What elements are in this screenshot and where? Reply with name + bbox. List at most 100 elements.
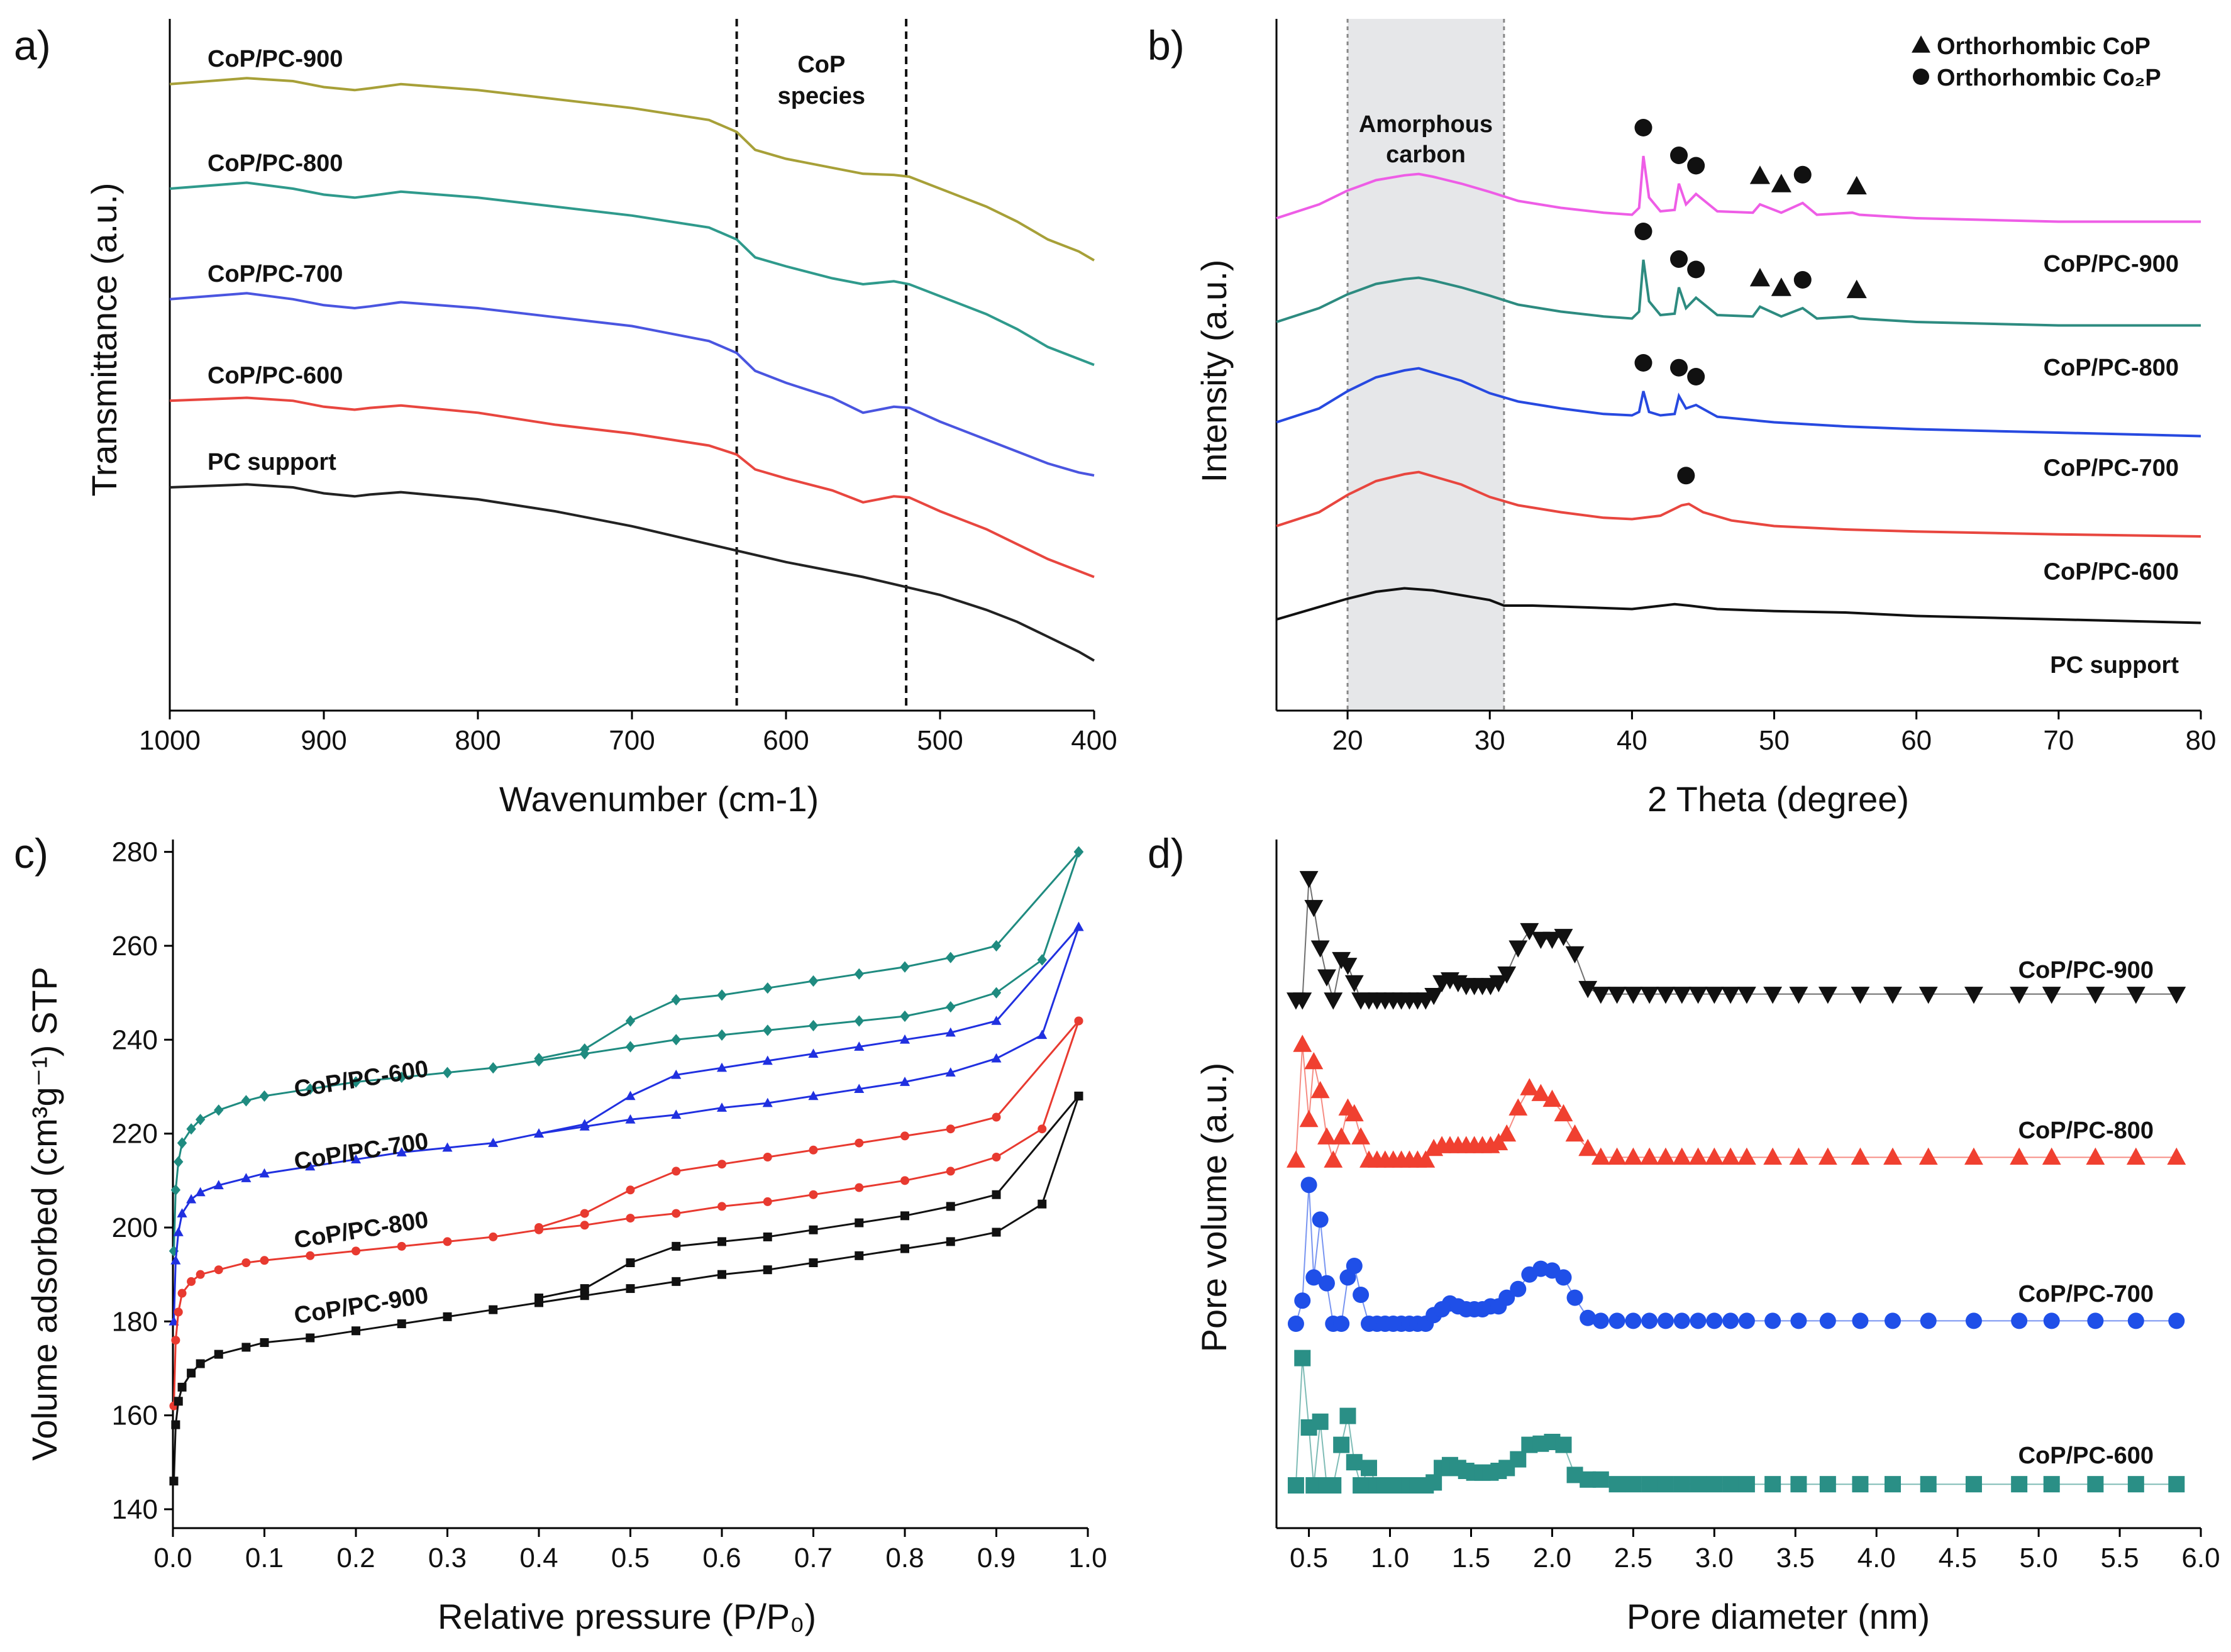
d-data-point [1722,1476,1739,1493]
d-data-point [1324,992,1343,1010]
d-data-point [1565,1124,1585,1142]
c-data-point [489,1232,498,1241]
c-data-point [762,1097,773,1107]
c-data-point [855,1218,864,1228]
d-data-point [1353,1477,1370,1494]
c-data-point [672,1167,681,1176]
c-data-point [488,1138,499,1147]
c-data-point [1037,1029,1048,1039]
d-data-point [1640,1147,1659,1165]
d-data-point [1424,987,1444,1006]
d-data-point [2127,1312,2144,1329]
b-peak-marker-circle [1687,260,1705,279]
c-data-point [717,1270,726,1279]
d-data-point [1656,1147,1675,1165]
c-data-point [580,1291,589,1300]
d-data-point [1790,1476,1807,1493]
c-y-tick-label: 200 [112,1212,158,1243]
c-x-tick-label: 0.8 [885,1543,924,1573]
d-data-point [1312,1413,1329,1430]
c-data-point [305,1083,315,1095]
d-data-point [2043,1476,2060,1493]
d-x-tick-label: 1.5 [1452,1543,1490,1573]
c-data-point [763,982,773,994]
c-data-point [991,987,1002,999]
c-data-point [351,1076,361,1088]
d-data-point [1764,1312,1781,1329]
a-series-label-cop-pc-600: CoP/PC-600 [208,362,343,389]
b-legend-text: Orthorhombic CoP [1937,33,2151,60]
d-data-point [1672,1147,1691,1165]
d-data-point [1885,1476,1901,1493]
b-legend-symbol-circle [1913,69,1929,85]
d-data-point [1738,1312,1755,1329]
c-x-tick-label: 0.4 [519,1543,558,1573]
d-data-point [2043,1312,2060,1329]
d-data-point [1705,1147,1724,1165]
d-data-point [1640,987,1659,1004]
c-x-tick-label: 0.6 [702,1543,741,1573]
a-annotation-text: CoP [797,52,845,78]
d-data-point [1592,1312,1609,1329]
d-data-point [1416,1150,1436,1168]
c-data-point [1038,1124,1047,1134]
b-series-line-cop-pc-700 [1276,367,2201,438]
d-data-point [1346,1258,1363,1274]
b-peak-marker-circle [1670,358,1688,377]
d-data-point [1789,987,1808,1004]
b-series-line-cop-pc-800 [1276,259,2201,327]
a-series-label-cop-pc-700: CoP/PC-700 [208,261,343,287]
c-data-point [260,1256,269,1265]
c-data-point [241,1173,252,1182]
d-data-point [1426,1474,1442,1491]
d-series-label-cop-pc-600: CoP/PC-600 [2018,1443,2154,1469]
c-data-point [174,1307,183,1317]
a-series-line-cop-pc-600 [169,396,1095,579]
d-data-point [1964,1147,1983,1165]
d-data-point [1624,1147,1643,1165]
d-data-point [2087,1476,2104,1493]
d-data-point [1555,1269,1572,1286]
c-data-point [671,1109,682,1119]
panel-a-label: a) [14,22,51,69]
c-data-point [534,1053,544,1065]
d-data-point [2087,1312,2104,1329]
b-peak-marker-circle [1687,368,1705,385]
d-data-point [1964,987,1983,1004]
d-data-point [1554,1104,1573,1122]
d-data-point [1489,1133,1509,1151]
c-data-point [259,1168,270,1178]
d-x-tick-label: 2.5 [1614,1543,1652,1573]
d-data-point [1299,871,1319,889]
d-data-point [1318,1275,1335,1292]
c-data-point [672,1241,681,1251]
b-region-text: Amorphous [1359,111,1493,138]
d-data-point [1555,1436,1572,1453]
d-x-tick-label: 5.0 [2020,1543,2058,1573]
c-data-point [671,1069,682,1079]
c-data-point [626,1185,635,1195]
d-data-point [1497,1124,1517,1142]
panel-c-label: c) [14,830,48,877]
b-peak-marker-circle [1793,271,1812,289]
c-data-point [174,1156,184,1168]
c-data-point [946,1001,956,1013]
c-x-tick-label: 1.0 [1068,1543,1107,1573]
c-data-point [241,1343,251,1352]
d-data-point [1520,923,1539,941]
d-data-point [1965,1312,1982,1329]
d-data-point [1690,1312,1707,1329]
b-peak-marker-circle [1670,147,1688,164]
a-series-line-pc-support [169,483,1095,662]
d-data-point [1591,1147,1610,1165]
c-data-point [187,1368,196,1378]
d-data-point [1333,1436,1350,1453]
d-x-tick-label: 3.5 [1776,1543,1815,1573]
c-data-point [196,1359,205,1368]
d-data-point [1688,987,1708,1004]
c-data-point [489,1305,498,1314]
c-data-point [991,1016,1002,1025]
c-data-point [397,1071,407,1084]
c-desorption-line-cop-pc-600 [538,851,1080,1060]
